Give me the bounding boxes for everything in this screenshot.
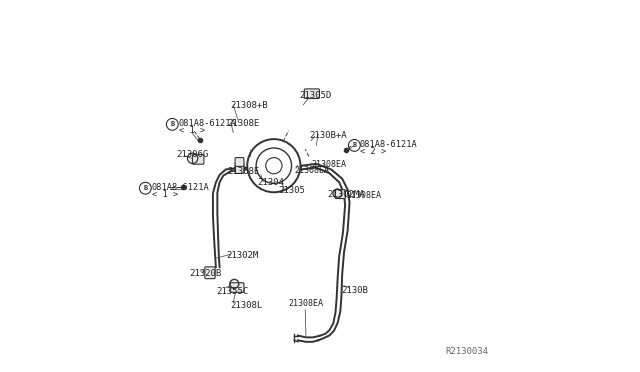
FancyBboxPatch shape xyxy=(235,158,244,166)
Text: R2130034: R2130034 xyxy=(445,347,488,356)
Text: 081A8-6121A: 081A8-6121A xyxy=(179,119,237,128)
Text: < 2 >: < 2 > xyxy=(360,147,386,156)
Text: 21305: 21305 xyxy=(278,186,305,195)
Text: < 1 >: < 1 > xyxy=(152,190,178,199)
Text: 21308EA: 21308EA xyxy=(294,166,329,174)
Text: 21355C: 21355C xyxy=(216,287,248,296)
Text: 21306G: 21306G xyxy=(177,150,209,159)
Text: 21308E: 21308E xyxy=(227,119,259,128)
Text: 081A8-6121A: 081A8-6121A xyxy=(360,140,418,149)
Text: 21304: 21304 xyxy=(257,178,284,187)
Text: 21308EA: 21308EA xyxy=(347,191,381,200)
Text: 21302M: 21302M xyxy=(226,251,258,260)
Text: 21308L: 21308L xyxy=(230,301,263,310)
FancyBboxPatch shape xyxy=(193,155,204,164)
Text: B: B xyxy=(170,121,175,127)
Text: 21320B: 21320B xyxy=(189,269,221,278)
Text: 21308E: 21308E xyxy=(227,167,259,176)
Text: B: B xyxy=(143,185,147,191)
FancyBboxPatch shape xyxy=(230,283,244,292)
Text: 2130B+A: 2130B+A xyxy=(310,131,348,140)
FancyBboxPatch shape xyxy=(205,267,215,279)
Text: 081A8-6121A: 081A8-6121A xyxy=(152,183,209,192)
FancyBboxPatch shape xyxy=(235,163,244,173)
Text: 21302MA: 21302MA xyxy=(328,190,365,199)
Text: 21308EA: 21308EA xyxy=(312,160,346,169)
Text: 21308EA: 21308EA xyxy=(288,299,323,308)
Text: 21305D: 21305D xyxy=(299,91,332,100)
Text: B: B xyxy=(352,142,356,148)
Text: < 1 >: < 1 > xyxy=(179,126,205,135)
FancyBboxPatch shape xyxy=(304,89,319,99)
Text: 2130B: 2130B xyxy=(341,286,368,295)
FancyBboxPatch shape xyxy=(335,190,346,199)
Text: 21308+B: 21308+B xyxy=(230,101,268,110)
